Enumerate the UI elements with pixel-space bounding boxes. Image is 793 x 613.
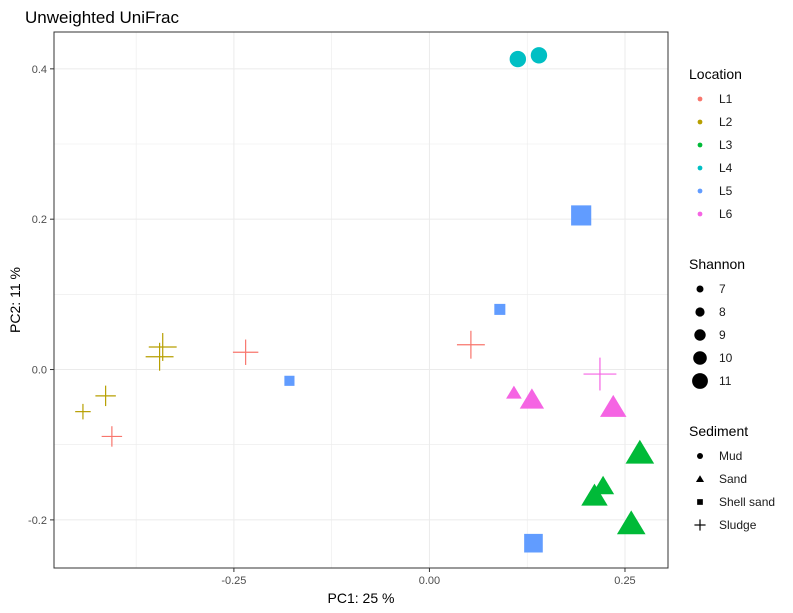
legend-shannon-key xyxy=(696,285,704,293)
data-point xyxy=(600,394,627,417)
legend-location-label: L1 xyxy=(719,92,733,106)
x-tick-label: 0.25 xyxy=(614,575,635,587)
legend-shannon-label: 8 xyxy=(719,305,726,319)
data-point xyxy=(75,403,91,420)
legend-shannon-key xyxy=(694,329,706,341)
legend-location-key xyxy=(697,96,703,102)
y-tick-label: 0.2 xyxy=(32,214,47,226)
legend-shannon-label: 10 xyxy=(719,351,733,365)
data-point xyxy=(519,388,545,409)
legend-location-key xyxy=(697,165,703,171)
data-points xyxy=(75,47,655,553)
y-tick-label: -0.2 xyxy=(28,515,47,527)
legend-location-label: L6 xyxy=(719,207,733,221)
legend-sediment-key xyxy=(697,453,703,459)
data-point xyxy=(625,439,655,464)
legend-sediment-label: Sludge xyxy=(719,518,757,532)
data-point xyxy=(456,330,485,359)
legend-location-label: L2 xyxy=(719,115,733,129)
chart-title: Unweighted UniFrac xyxy=(25,8,180,27)
legend-shannon-key xyxy=(693,351,707,365)
x-axis: -0.25 0.00 0.25 xyxy=(221,568,636,587)
legend-sediment-title: Sediment xyxy=(689,423,748,439)
data-point xyxy=(616,510,646,535)
legend-location-label: L5 xyxy=(719,184,733,198)
legend-location-label: L4 xyxy=(719,161,733,175)
legend-sediment-key xyxy=(695,475,705,482)
data-point xyxy=(95,385,116,407)
legend-location-key xyxy=(697,119,703,125)
data-point xyxy=(530,47,548,64)
plot-panel-border xyxy=(53,31,669,569)
y-axis-title: PC2: 11 % xyxy=(7,267,23,333)
legend-sediment-label: Mud xyxy=(719,449,742,463)
data-point xyxy=(583,357,617,391)
legend-location-title: Location xyxy=(689,66,742,82)
x-tick-label: -0.25 xyxy=(221,575,246,587)
data-point xyxy=(571,205,592,226)
legend-location: Location L1 L2 L3 L4 L5 L6 xyxy=(689,66,742,221)
data-point xyxy=(101,426,123,447)
plot-background xyxy=(54,32,668,568)
data-point xyxy=(581,483,608,506)
legend-sediment-key xyxy=(694,519,706,531)
data-point xyxy=(232,339,259,365)
legend-location-key xyxy=(697,211,703,217)
legend-shannon-key xyxy=(695,307,705,317)
data-point xyxy=(506,385,522,399)
data-point xyxy=(509,50,527,68)
legend-shannon-label: 7 xyxy=(719,282,726,296)
legend-location-key xyxy=(697,188,703,194)
legend-sediment: Sediment Mud Sand Shell sand Sludge xyxy=(689,423,775,532)
data-point xyxy=(524,533,543,553)
legend-shannon: Shannon 7 8 9 10 11 xyxy=(689,256,745,389)
data-point xyxy=(494,303,506,315)
data-point xyxy=(284,375,295,386)
legend-sediment-label: Shell sand xyxy=(719,495,775,509)
legend-shannon-label: 9 xyxy=(719,328,726,342)
y-tick-label: 0.0 xyxy=(32,365,47,377)
legend-sediment-label: Sand xyxy=(719,472,747,486)
legend-location-key xyxy=(697,142,703,148)
legend-location-label: L3 xyxy=(719,138,733,152)
y-tick-label: 0.4 xyxy=(32,64,47,76)
legend-shannon-key xyxy=(692,373,708,389)
y-axis: -0.2 0.0 0.2 0.4 xyxy=(28,64,54,527)
legend-sediment-key xyxy=(697,499,703,505)
legend-shannon-label: 11 xyxy=(719,374,732,388)
gridlines xyxy=(54,32,668,568)
x-tick-label: 0.00 xyxy=(419,575,440,587)
x-axis-title: PC1: 25 % xyxy=(328,590,395,606)
data-point xyxy=(145,342,174,371)
legend-shannon-title: Shannon xyxy=(689,256,745,272)
